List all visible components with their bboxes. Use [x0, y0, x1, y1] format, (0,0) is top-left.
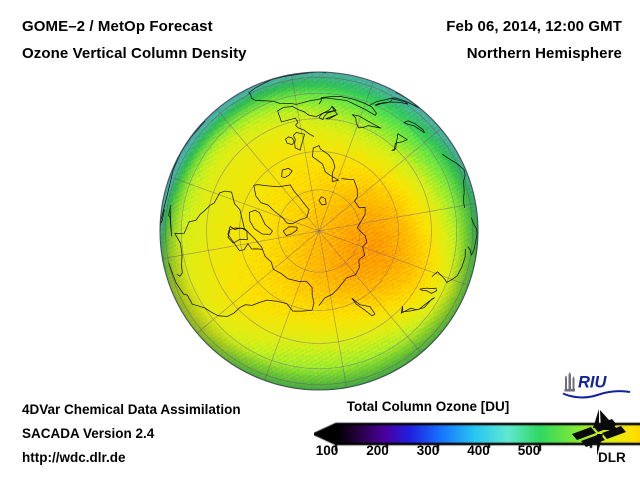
version-label: SACADA Version 2.4: [22, 426, 155, 441]
colorbar-tick-500: 500: [517, 443, 541, 458]
method-label: 4DVar Chemical Data Assimilation: [22, 402, 241, 417]
dlr-wordmark: DLR: [598, 450, 626, 464]
dlr-logo: DLR: [572, 409, 626, 464]
riu-wordmark: RIU: [578, 374, 608, 392]
colorbar-tick-400: 400: [467, 443, 490, 458]
page-title: GOME–2 / MetOp Forecast: [22, 18, 213, 35]
colorbar-tick-100: 100: [315, 443, 339, 458]
colorbar-title: Total Column Ozone [DU]: [346, 399, 510, 414]
riu-towers-icon: [564, 372, 575, 392]
colorbar-tick-labels: 100 200 300 400 500: [315, 443, 541, 463]
colorbar-tick-200: 200: [366, 443, 389, 458]
dlr-mark-icon: [572, 409, 626, 456]
globe-canvas: [146, 70, 492, 392]
forecast-datetime: Feb 06, 2014, 12:00 GMT: [446, 18, 622, 35]
riu-swoosh-icon: [562, 390, 631, 399]
colorbar-gradient: [314, 416, 640, 460]
colorbar-tick-300: 300: [416, 443, 440, 458]
region-label: Northern Hemisphere: [466, 45, 622, 62]
ozone-globe-map: [146, 70, 492, 392]
riu-logo: RIU: [562, 372, 631, 399]
website-link[interactable]: http://wdc.dlr.de: [22, 450, 126, 465]
page-subtitle: Ozone Vertical Column Density: [22, 45, 247, 62]
